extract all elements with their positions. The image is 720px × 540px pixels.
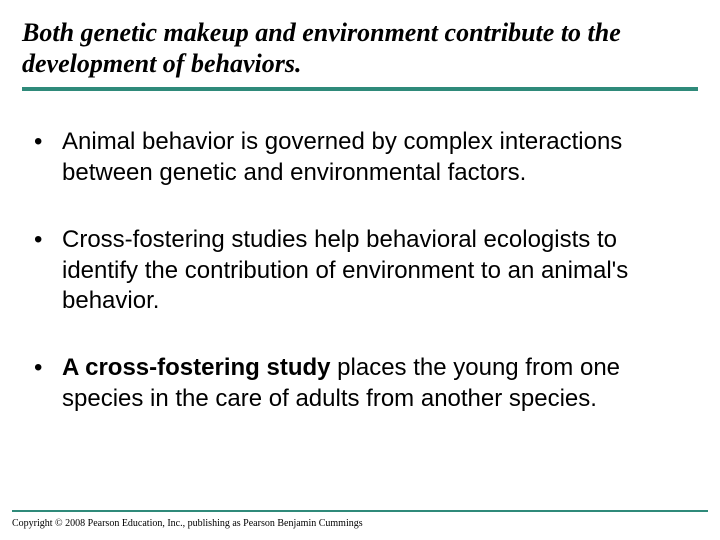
footer-rule [12, 510, 708, 512]
bullet-list: Animal behavior is governed by complex i… [22, 127, 698, 414]
slide: Both genetic makeup and environment cont… [0, 0, 720, 540]
bullet-item: Animal behavior is governed by complex i… [34, 127, 698, 188]
bullet-text-pre: Cross-fostering studies help behavioral … [62, 226, 628, 314]
copyright-text: Copyright © 2008 Pearson Education, Inc.… [12, 518, 363, 529]
title-rule [22, 87, 698, 91]
bullet-item: Cross-fostering studies help behavioral … [34, 225, 698, 317]
slide-title: Both genetic makeup and environment cont… [22, 18, 698, 79]
bullet-text-bold: A cross-fostering study [62, 354, 331, 381]
bullet-item: A cross-fostering study places the young… [34, 353, 698, 414]
bullet-text-pre: Animal behavior is governed by complex i… [62, 128, 622, 186]
